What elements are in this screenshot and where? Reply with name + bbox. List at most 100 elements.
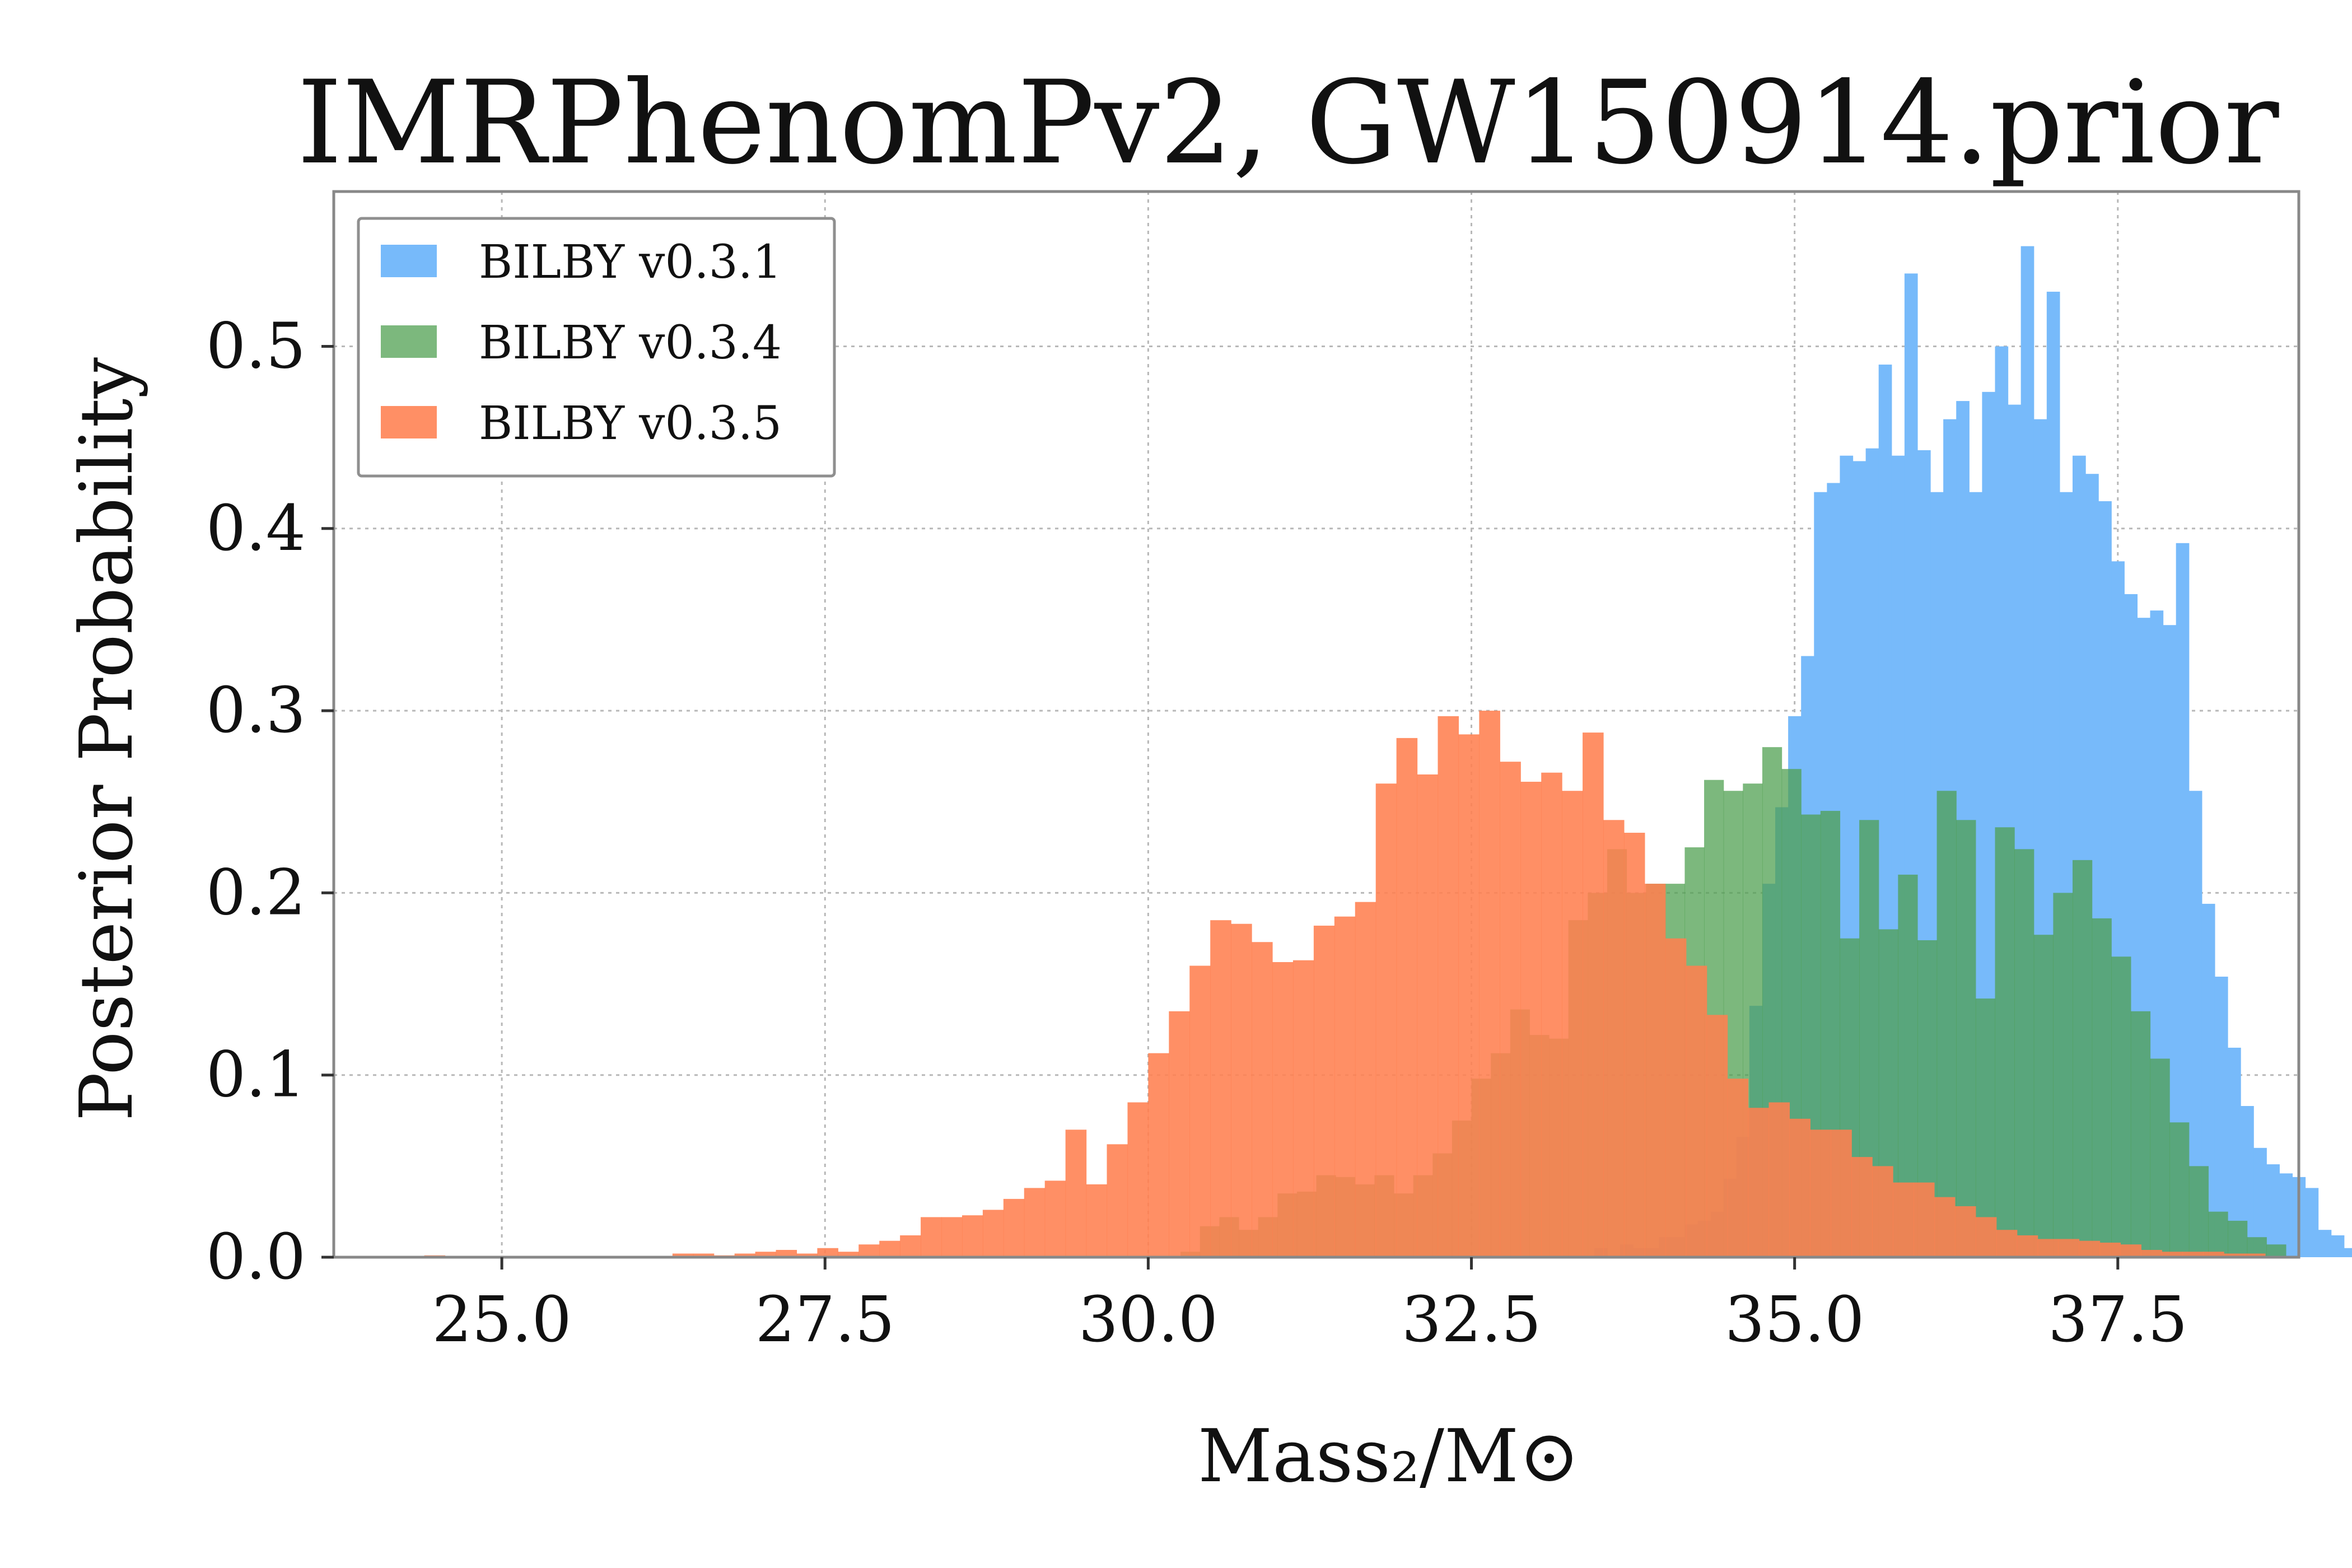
histogram-bar [796, 1253, 818, 1257]
histogram-bar [2331, 1235, 2345, 1257]
histogram-bar [2228, 1047, 2241, 1257]
histogram-bar [2162, 1252, 2183, 1257]
histogram-bar [1044, 1180, 1066, 1257]
histogram-bar [1148, 1053, 1169, 1257]
y-tick-label: 0.3 [206, 674, 306, 747]
histogram-bar [2188, 1166, 2209, 1257]
histogram-bar [1127, 1102, 1149, 1257]
histogram-bar [2169, 1122, 2190, 1257]
histogram-bar [1313, 925, 1335, 1257]
histogram-bar [1934, 1197, 1956, 1257]
histogram-bars [424, 246, 2352, 1258]
histogram-bar [2182, 1252, 2204, 1257]
series-2-bars [424, 711, 2266, 1257]
histogram-bar [1479, 711, 1500, 1257]
histogram-bar [1189, 965, 1211, 1257]
histogram-bar [776, 1249, 797, 1257]
y-tick-label: 0.5 [206, 310, 306, 383]
histogram-bar [1396, 738, 1418, 1257]
histogram-bar [1872, 1166, 1893, 1257]
histogram-bar [1954, 1206, 1976, 1257]
histogram-bar [2037, 1239, 2059, 1257]
histogram-bar [1500, 762, 1521, 1257]
histogram-bar [1003, 1198, 1025, 1257]
histogram-bar [2053, 893, 2073, 1257]
histogram-bar [1355, 902, 1376, 1257]
histogram-bar [921, 1217, 942, 1257]
histogram-bar [734, 1253, 756, 1257]
x-tick-label: 35.0 [1725, 1284, 1864, 1356]
plot-area-frame [332, 190, 2300, 1259]
histogram-bar [1914, 1182, 1935, 1257]
histogram-bar [2111, 956, 2131, 1257]
y-axis-label: Posterior Probability [64, 357, 149, 1121]
histogram-bar [2203, 1252, 2224, 1257]
histogram-bar [1334, 916, 1356, 1257]
y-tick-label: 0.2 [206, 856, 306, 929]
histogram-bar [1086, 1184, 1108, 1257]
histogram-bar [1107, 1144, 1128, 1257]
histogram-bar [1748, 1108, 1770, 1257]
legend-swatch-bilby-v035 [381, 406, 437, 438]
histogram-bar [2014, 849, 2034, 1257]
histogram-bar [1231, 923, 1252, 1257]
histogram-bar [1562, 791, 1583, 1257]
legend: BILBY v0.3.1 BILBY v0.3.4 BILBY v0.3.5 [357, 217, 836, 478]
histogram-bar [2305, 1188, 2319, 1257]
histogram-bar [1996, 1230, 2018, 1257]
histogram-bar [2150, 1058, 2170, 1257]
legend-box [357, 217, 836, 478]
histogram-bar [1936, 791, 1957, 1257]
histogram-bar [858, 1244, 880, 1257]
histogram-bar [2017, 1235, 2038, 1257]
histogram-bar [2344, 1248, 2352, 1257]
y-tick-label: 0.1 [206, 1039, 306, 1112]
histogram-bar [1975, 1217, 1997, 1257]
histogram-bar [2130, 1011, 2151, 1257]
histogram-bar [672, 1253, 694, 1257]
legend-swatch-bilby-v034 [381, 325, 437, 358]
histogram-bar [755, 1252, 777, 1257]
histogram-bar [941, 1217, 963, 1257]
x-axis-label: Mass₂/M⊙ [1198, 1413, 1580, 1499]
histogram-bar [1789, 1118, 1810, 1257]
histogram-bar [1292, 960, 1314, 1257]
histogram-bar [2318, 1230, 2332, 1257]
histogram-bar [1458, 734, 1480, 1257]
histogram-bar [1541, 772, 1562, 1257]
legend-label-bilby-v031: BILBY v0.3.1 [479, 236, 782, 289]
histogram-bar [1375, 783, 1397, 1257]
histogram-bar [982, 1210, 1004, 1257]
y-tick-label: 0.0 [206, 1221, 306, 1294]
histogram-bar [1644, 884, 1666, 1257]
histogram-bar [1665, 938, 1687, 1257]
histogram-bar [1706, 1015, 1728, 1257]
histogram-bar [2188, 791, 2202, 1257]
histogram-bar [1810, 1130, 1831, 1257]
histogram-bar [2120, 1244, 2141, 1257]
legend-swatch-bilby-v031 [381, 245, 437, 277]
histogram-bar [2208, 1211, 2228, 1257]
histogram-bar [1169, 1011, 1190, 1257]
axis-ticks: 25.0 27.5 30.0 32.5 35.0 37.5 0.0 0.1 0.2 0.3 0.4 0… [206, 310, 2188, 1356]
histogram-bar [817, 1248, 838, 1257]
histogram-bar [693, 1253, 715, 1257]
legend-label-bilby-v035: BILBY v0.3.5 [479, 397, 782, 450]
histogram-bar [2058, 1239, 2080, 1257]
histogram-bar [2279, 1173, 2293, 1257]
histogram-bar [1893, 1182, 1914, 1257]
histogram-bar [1851, 1157, 1873, 1257]
histogram-bar [2099, 1242, 2121, 1257]
histogram-bar [2224, 1253, 2245, 1257]
histogram-bar [1065, 1130, 1087, 1257]
histogram-bar [900, 1235, 921, 1257]
histogram-bar [1768, 1102, 1790, 1257]
histogram-bar [2033, 935, 2054, 1257]
histogram-bar [2266, 1244, 2286, 1257]
histogram-bar [2176, 543, 2190, 1257]
histogram-bar [1417, 774, 1439, 1257]
histogram-bar [2214, 977, 2228, 1257]
histogram-bar [1024, 1188, 1046, 1257]
legend-label-bilby-v034: BILBY v0.3.4 [479, 316, 782, 370]
